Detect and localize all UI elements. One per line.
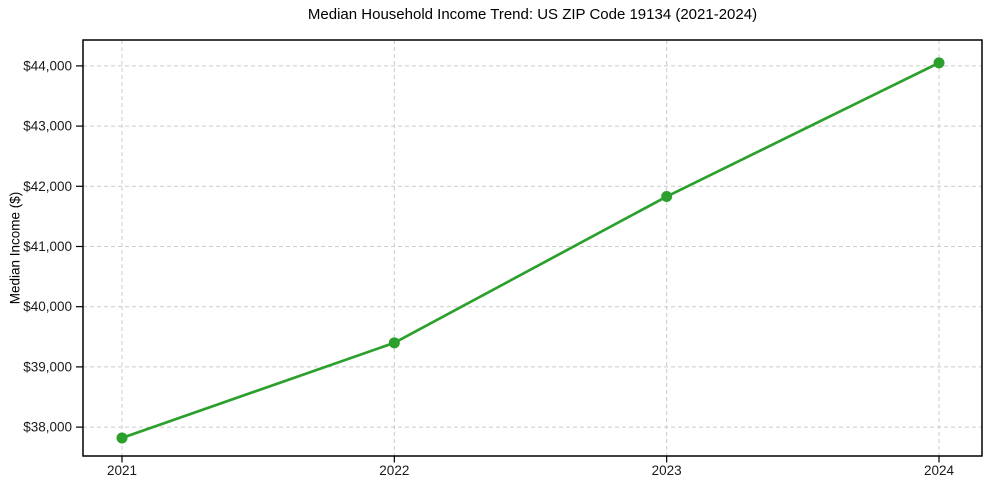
data-point-2021 (116, 432, 128, 444)
y-tick-label: $44,000 (23, 58, 72, 73)
y-tick-label: $40,000 (23, 299, 72, 314)
chart-title: Median Household Income Trend: US ZIP Co… (307, 6, 758, 23)
data-point-2023 (661, 191, 673, 203)
x-tick-label: 2021 (107, 463, 137, 478)
y-tick-label: $38,000 (23, 420, 72, 435)
trend-line (120, 61, 941, 440)
y-tick-label: $43,000 (23, 119, 72, 134)
y-axis-label: Median Income ($) (7, 191, 23, 305)
x-tick-label: 2023 (652, 463, 682, 478)
x-tick-label: 2024 (924, 463, 955, 478)
y-tick-label: $39,000 (23, 359, 72, 374)
y-tick-label: $41,000 (23, 239, 72, 254)
data-point-2022 (388, 337, 400, 349)
x-tick-label: 2022 (379, 463, 409, 478)
data-point-2024 (933, 57, 945, 69)
axes-frame (82, 39, 983, 457)
y-tick-label: $42,000 (23, 179, 72, 194)
